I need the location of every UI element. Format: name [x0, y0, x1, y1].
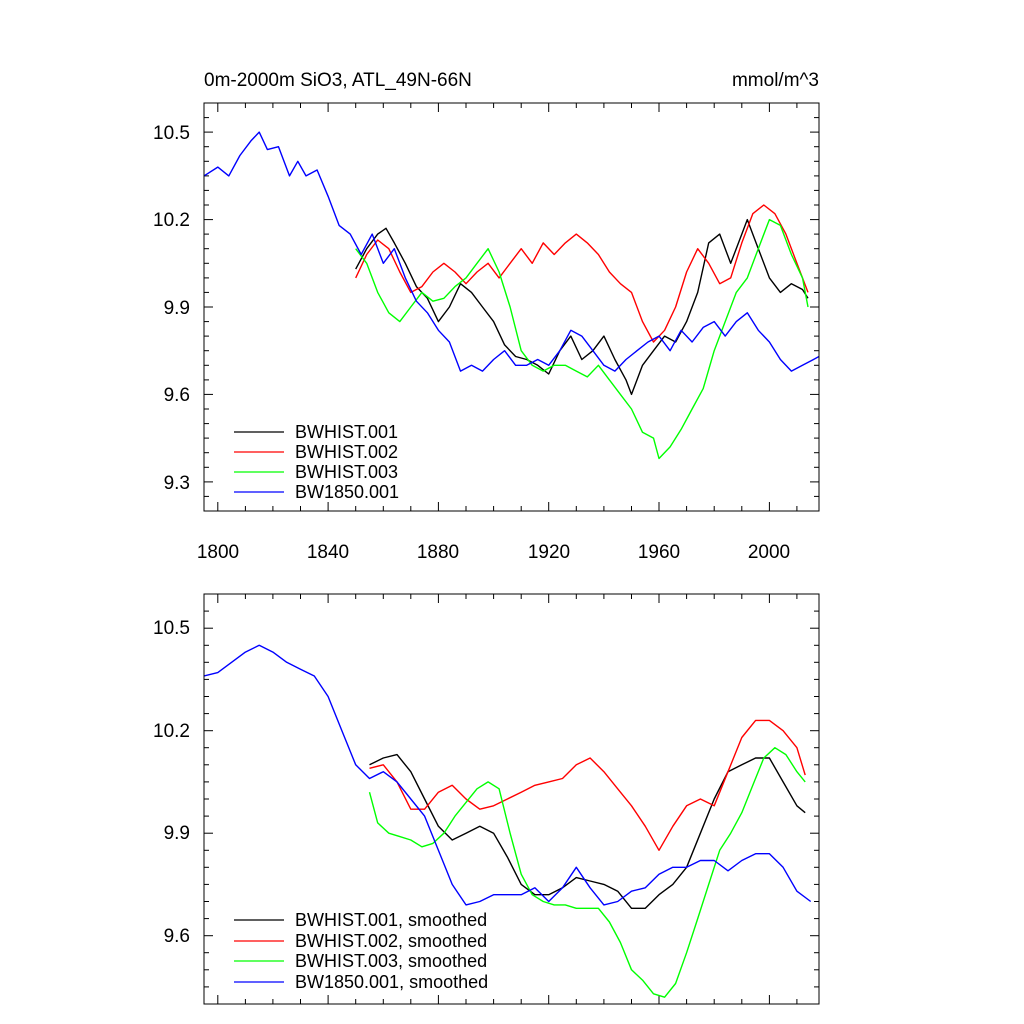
top-panel-units: mmol/m^3: [732, 70, 819, 91]
top-legend-label-bw1850-001: BW1850.001: [295, 482, 399, 502]
bottom-ytick-label-9.6: 9.6: [164, 926, 190, 947]
bottom-panel-series: [204, 644, 812, 998]
xtick-label-1800: 1800: [197, 542, 239, 563]
bottom-ytick-label-10.2: 10.2: [153, 721, 190, 742]
top-ytick-label-10.2: 10.2: [153, 210, 190, 231]
top-ytick-label-10.5: 10.5: [153, 123, 190, 144]
bottom-series-line-bw1850-001-smoothed: [204, 644, 812, 906]
top-panel-series: [204, 131, 819, 460]
bottom-legend-label-bwhist-003: BWHIST.003, smoothed: [295, 951, 487, 971]
top-panel-title: 0m-2000m SiO3, ATL_49N-66N: [204, 70, 472, 91]
bottom-panel: 10.5 10.2 9.9 9.6 BWHIST.001, smoothed B…: [153, 593, 820, 1005]
top-ytick-label-9.9: 9.9: [164, 298, 190, 319]
top-panel-frame: [203, 102, 820, 512]
top-legend: BWHIST.001 BWHIST.002 BWHIST.003 BW1850.…: [234, 422, 399, 502]
xtick-label-1960: 1960: [638, 542, 680, 563]
top-ytick-label-9.3: 9.3: [164, 473, 190, 494]
bottom-ytick-label-10.5: 10.5: [153, 618, 190, 639]
bottom-series-line-bwhist-002-smoothed: [369, 719, 806, 851]
bottom-panel-ticks: [204, 593, 819, 1005]
top-series-line-bwhist-001: [355, 218, 809, 396]
bottom-legend: BWHIST.001, smoothed BWHIST.002, smoothe…: [234, 910, 488, 992]
top-legend-label-bwhist-002: BWHIST.002: [295, 442, 398, 462]
top-series-line-bwhist-002: [355, 204, 809, 343]
top-panel: 0m-2000m SiO3, ATL_49N-66N mmol/m^3 10.5…: [153, 70, 820, 563]
bottom-series-line-bwhist-003-smoothed: [368, 747, 806, 998]
bottom-panel-frame: [203, 593, 820, 1005]
xtick-label-1920: 1920: [528, 542, 570, 563]
bottom-legend-label-bw1850-001: BW1850.001, smoothed: [295, 972, 488, 992]
xtick-label-1840: 1840: [307, 542, 349, 563]
top-ytick-label-9.6: 9.6: [164, 385, 190, 406]
bottom-series-line-bwhist-001-smoothed: [369, 753, 806, 909]
top-legend-label-bwhist-003: BWHIST.003: [295, 462, 398, 482]
top-series-line-bwhist-003: [355, 218, 809, 460]
bottom-legend-label-bwhist-002: BWHIST.002, smoothed: [295, 931, 487, 951]
xtick-label-2000: 2000: [748, 542, 790, 563]
bottom-ytick-label-9.9: 9.9: [164, 823, 190, 844]
xtick-label-1880: 1880: [417, 542, 459, 563]
top-panel-ticks: [204, 102, 819, 512]
top-legend-label-bwhist-001: BWHIST.001: [295, 422, 398, 442]
top-series-line-bw1850-001: [204, 131, 819, 372]
bottom-legend-label-bwhist-001: BWHIST.001, smoothed: [295, 910, 487, 930]
